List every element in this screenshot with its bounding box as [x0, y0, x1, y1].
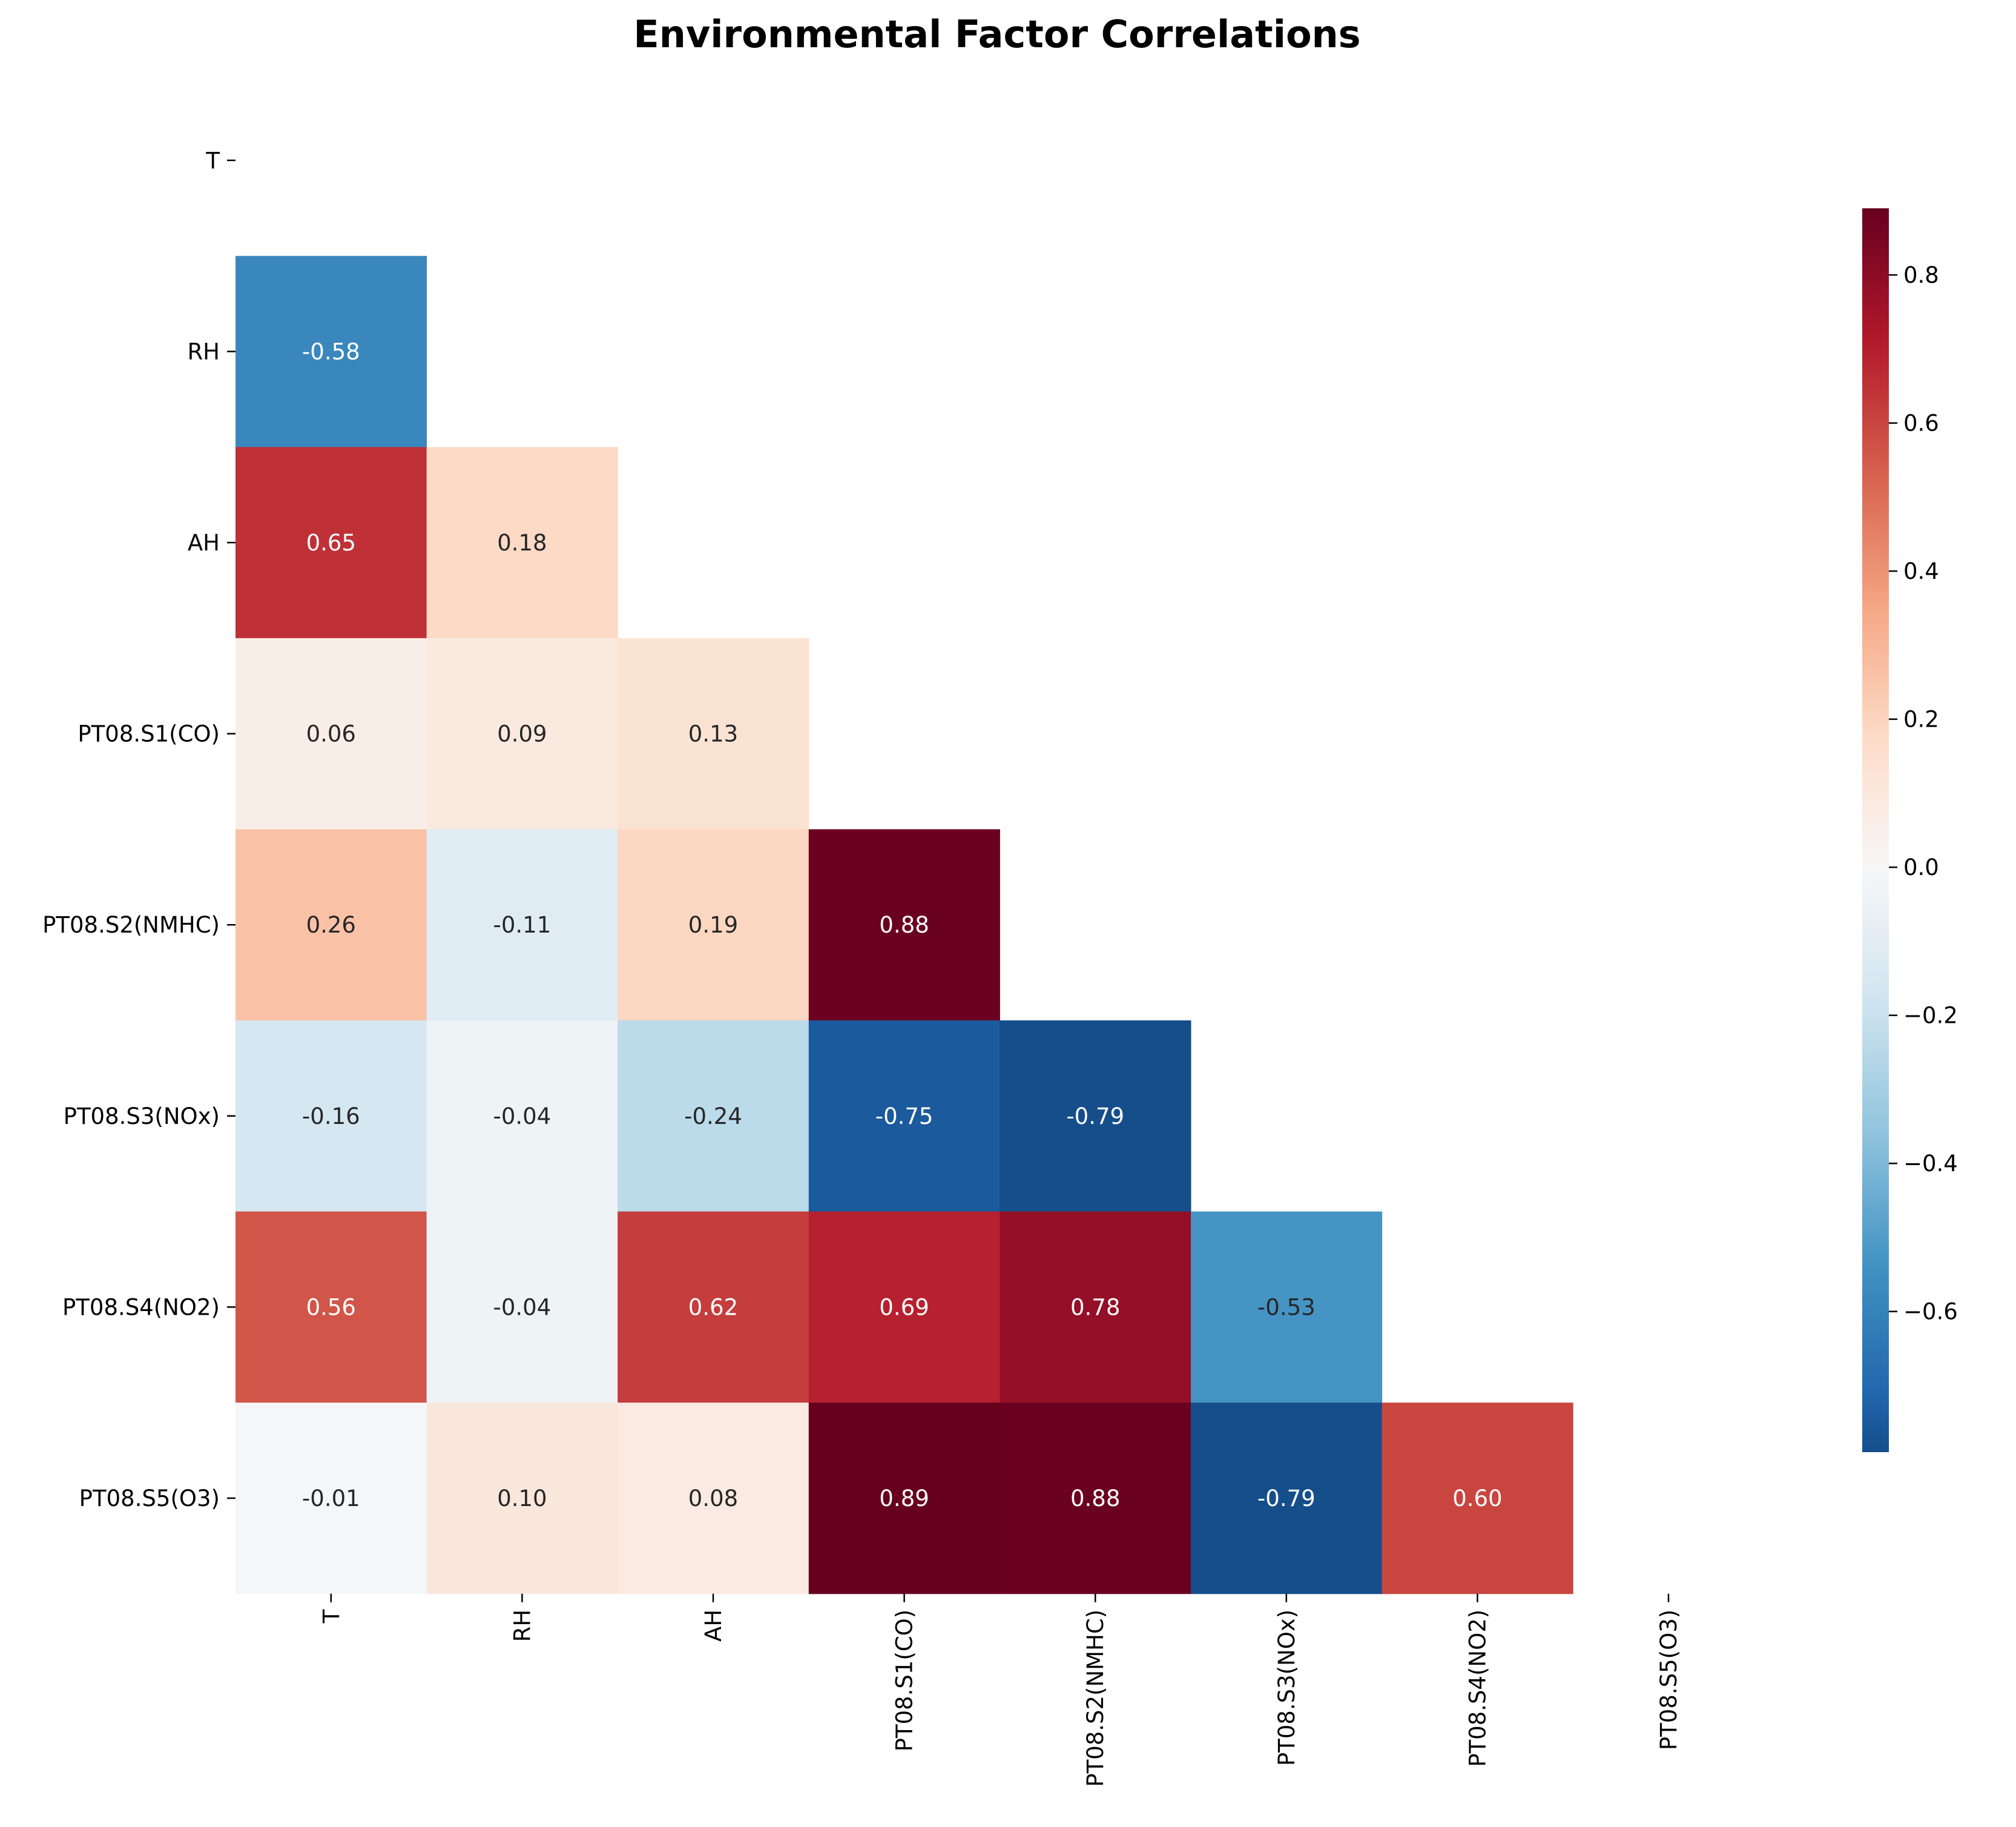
- cell-value-label-pt08-s4-no2-pt08-s2-nmhc: 0.78: [1070, 1294, 1120, 1320]
- heatmap-cell-pt08-s4-no2-pt08-s2-nmhc: [1000, 1211, 1191, 1403]
- y-tick-label-pt08-s3-nox: PT08.S3(NOx): [64, 1103, 220, 1129]
- x-tick-label-pt08-s3-nox: PT08.S3(NOx): [1274, 1610, 1300, 1766]
- x-tick-label-pt08-s1-co: PT08.S1(CO): [892, 1610, 918, 1752]
- cell-value-label-pt08-s1-co-ah: 0.13: [688, 721, 738, 747]
- x-axis-labels: T RH AH PT08.S1(CO) PT08.S2(NMHC) PT08.S3(NOx…: [318, 1593, 1682, 1787]
- heatmap-cell-pt08-s3-nox-t: [236, 1020, 427, 1212]
- heatmap-cell-pt08-s4-no2-pt08-s3-nox: [1191, 1211, 1383, 1403]
- heatmap-cell-pt08-s2-nmhc-t: [236, 829, 427, 1021]
- heatmap-cell-pt08-s4-no2-ah: [618, 1211, 809, 1403]
- cell-value-label-pt08-s1-co-t: 0.06: [306, 721, 356, 747]
- cell-value-label-pt08-s2-nmhc-ah: 0.19: [688, 912, 738, 938]
- y-tick-label-t: T: [205, 148, 220, 174]
- x-tick-label-ah: AH: [700, 1610, 726, 1642]
- y-tick-label-pt08-s2-nmhc: PT08.S2(NMHC): [42, 912, 220, 938]
- y-tick-label-rh: RH: [187, 339, 220, 365]
- heatmap-cell-pt08-s5-o3-pt08-s2-nmhc: [1000, 1402, 1191, 1594]
- y-tick-label-pt08-s4-no2: PT08.S4(NO2): [62, 1294, 220, 1320]
- heatmap-cell-pt08-s5-o3-rh: [426, 1402, 618, 1594]
- colorbar-tick-label-4: 0.2: [1903, 707, 1939, 733]
- cell-value-label-pt08-s1-co-rh: 0.09: [497, 721, 547, 747]
- heatmap-cell-pt08-s4-no2-rh: [426, 1211, 618, 1403]
- heatmap-cell-pt08-s2-nmhc-pt08-s1-co: [808, 829, 1000, 1021]
- heatmap-cell-pt08-s5-o3-pt08-s1-co: [808, 1402, 1000, 1594]
- heatmap-cell-pt08-s3-nox-pt08-s2-nmhc: [1000, 1020, 1191, 1212]
- cell-value-label-pt08-s3-nox-pt08-s1-co: -0.75: [875, 1103, 934, 1129]
- cell-value-label-pt08-s4-no2-ah: 0.62: [688, 1294, 738, 1320]
- cell-value-label-pt08-s2-nmhc-rh: -0.11: [493, 912, 552, 938]
- colorbar-gradient: [1862, 208, 1889, 1452]
- x-tick-label-pt08-s2-nmhc: PT08.S2(NMHC): [1082, 1610, 1108, 1787]
- x-tick-label-t: T: [318, 1609, 344, 1624]
- heatmap-cell-pt08-s2-nmhc-ah: [618, 829, 809, 1021]
- chart-title: Environmental Factor Correlations: [633, 12, 1360, 56]
- heatmap-cell-ah-t: [236, 447, 427, 639]
- cell-value-label-pt08-s2-nmhc-pt08-s1-co: 0.88: [879, 912, 929, 938]
- y-tick-label-ah: AH: [188, 530, 220, 556]
- cell-value-label-ah-rh: 0.18: [497, 530, 547, 556]
- cell-value-label-pt08-s5-o3-ah: 0.08: [688, 1485, 738, 1511]
- heatmap-cell-pt08-s3-nox-pt08-s1-co: [808, 1020, 1000, 1212]
- heatmap-cell-ah-rh: [426, 447, 618, 639]
- heatmap-cell-pt08-s4-no2-t: [236, 1211, 427, 1403]
- x-tick-label-rh: RH: [509, 1610, 535, 1642]
- colorbar-tick-label-3: 0.0: [1903, 854, 1939, 880]
- x-tick-label-pt08-s4-no2: PT08.S4(NO2): [1464, 1610, 1491, 1767]
- y-tick-label-pt08-s1-co: PT08.S1(CO): [77, 721, 220, 747]
- heatmap-cell-pt08-s5-o3-pt08-s4-no2: [1382, 1402, 1573, 1594]
- heatmap-cell-pt08-s5-o3-t: [236, 1402, 427, 1594]
- cell-value-label-pt08-s5-o3-pt08-s1-co: 0.89: [879, 1485, 929, 1511]
- cell-value-label-rh-t: -0.58: [302, 339, 360, 365]
- cell-value-label-pt08-s5-o3-rh: 0.10: [497, 1485, 547, 1511]
- colorbar-tick-label-1: −0.4: [1903, 1151, 1958, 1177]
- cell-value-label-pt08-s5-o3-pt08-s2-nmhc: 0.88: [1070, 1485, 1120, 1511]
- cell-value-label-pt08-s3-nox-rh: -0.04: [493, 1103, 552, 1129]
- colorbar-tick-label-7: 0.8: [1903, 262, 1939, 288]
- colorbar-tick-label-0: −0.6: [1903, 1299, 1958, 1325]
- heatmap-cell-pt08-s1-co-t: [236, 638, 427, 830]
- cell-value-label-pt08-s3-nox-pt08-s2-nmhc: -0.79: [1066, 1103, 1124, 1129]
- cell-value-label-pt08-s5-o3-pt08-s3-nox: -0.79: [1257, 1485, 1316, 1511]
- colorbar-tick-label-2: −0.2: [1903, 1003, 1958, 1029]
- cell-value-label-pt08-s5-o3-t: -0.01: [302, 1485, 360, 1511]
- heatmap-cell-pt08-s3-nox-ah: [618, 1020, 809, 1212]
- cell-value-label-pt08-s4-no2-t: 0.56: [306, 1294, 356, 1320]
- y-axis-labels: T RH AH PT08.S1(CO) PT08.S2(NMHC) PT08.S3(NOx…: [42, 148, 236, 1511]
- heatmap-cell-pt08-s5-o3-pt08-s3-nox: [1191, 1402, 1383, 1594]
- heatmap-cell-pt08-s3-nox-rh: [426, 1020, 618, 1212]
- cell-value-label-pt08-s4-no2-pt08-s3-nox: -0.53: [1257, 1294, 1316, 1320]
- cell-value-label-pt08-s4-no2-rh: -0.04: [493, 1294, 552, 1320]
- y-tick-label-pt08-s5-o3: PT08.S5(O3): [79, 1485, 220, 1511]
- cell-value-label-ah-t: 0.65: [306, 530, 356, 556]
- cell-value-label-pt08-s3-nox-ah: -0.24: [684, 1103, 742, 1129]
- heatmap-cell-rh-t: [236, 256, 427, 448]
- cell-value-label-pt08-s4-no2-pt08-s1-co: 0.69: [879, 1294, 929, 1320]
- x-tick-label-pt08-s5-o3: PT08.S5(O3): [1656, 1610, 1682, 1750]
- cell-value-label-pt08-s5-o3-pt08-s4-no2: 0.60: [1452, 1485, 1502, 1511]
- cell-value-label-pt08-s3-nox-t: -0.16: [302, 1103, 360, 1129]
- colorbar-tick-label-6: 0.6: [1903, 411, 1939, 437]
- heatmap-cells: -0.58 0.65 0.18 0.06 0.09 0.13 0.26 -0.11 0.19 0.…: [236, 256, 1573, 1594]
- heatmap-cell-pt08-s2-nmhc-rh: [426, 829, 618, 1021]
- heatmap-cell-pt08-s1-co-ah: [618, 638, 809, 830]
- colorbar: −0.6 −0.4 −0.2 0.0 0.2 0.4 0.6 0.8: [1862, 208, 1958, 1452]
- heatmap-cell-pt08-s1-co-rh: [426, 638, 618, 830]
- heatmap-cell-pt08-s5-o3-ah: [618, 1402, 809, 1594]
- colorbar-tick-label-5: 0.4: [1903, 558, 1939, 584]
- cell-value-label-pt08-s2-nmhc-t: 0.26: [306, 912, 356, 938]
- heatmap-cell-pt08-s4-no2-pt08-s1-co: [808, 1211, 1000, 1403]
